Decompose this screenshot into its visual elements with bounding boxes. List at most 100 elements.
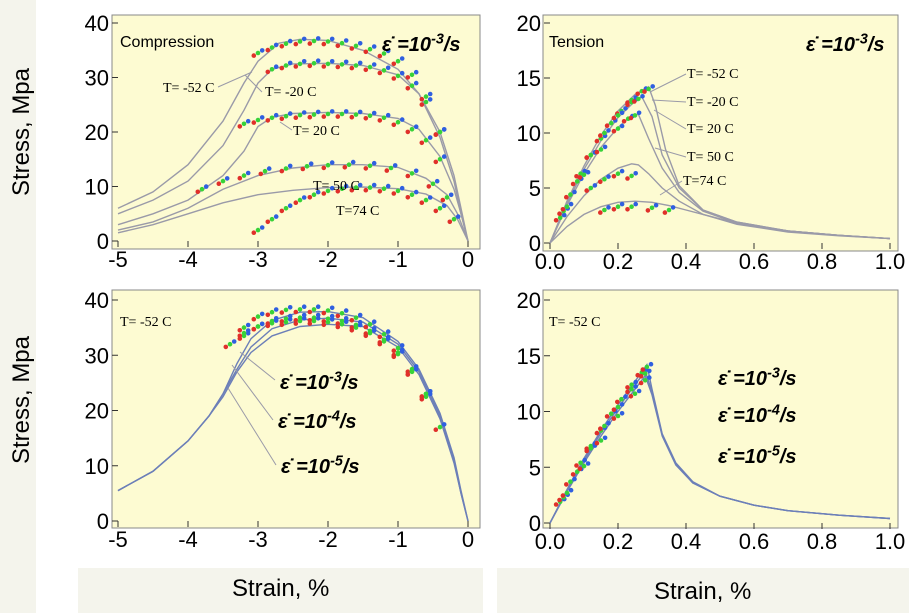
data-point: [265, 118, 271, 123]
data-point: [224, 176, 230, 181]
data-point: [581, 463, 587, 469]
data-point: [636, 388, 642, 394]
data-point: [650, 84, 655, 89]
data-point: [584, 155, 589, 160]
data-point: [335, 114, 341, 119]
data-point: [409, 192, 415, 197]
data-point: [371, 62, 377, 67]
data-point: [581, 172, 587, 178]
data-point: [391, 354, 397, 360]
curve-label: T= -20 C: [687, 95, 738, 110]
data-point: [350, 159, 356, 165]
data-point: [433, 132, 439, 137]
y-tick-label: 0: [97, 509, 109, 534]
data-point: [279, 208, 285, 214]
data-point: [647, 368, 652, 374]
data-point: [653, 202, 659, 208]
data-point: [448, 192, 454, 198]
data-point: [307, 195, 313, 200]
data-point: [553, 502, 559, 507]
data-point: [568, 479, 573, 485]
data-point: [297, 197, 303, 203]
data-point: [625, 176, 630, 181]
data-point: [335, 43, 341, 49]
x-tick-label: 0.4: [671, 529, 702, 554]
data-point: [349, 318, 355, 323]
data-point: [339, 40, 345, 46]
data-point: [427, 135, 433, 140]
x-tick-label: -1: [388, 527, 408, 552]
data-point: [329, 160, 335, 165]
data-point: [311, 112, 317, 117]
data-point: [293, 200, 299, 205]
data-point: [594, 149, 600, 155]
x-axis-title-right: Strain, %: [654, 578, 752, 605]
data-point: [279, 44, 285, 49]
data-point: [367, 185, 373, 190]
data-point: [353, 43, 359, 49]
data-point: [427, 389, 433, 394]
data-point: [419, 200, 425, 205]
data-point: [381, 332, 387, 337]
data-point: [625, 385, 630, 390]
x-tick-label: 0.2: [603, 529, 634, 554]
data-point: [255, 50, 261, 56]
data-point: [363, 67, 369, 73]
data-point: [349, 114, 355, 120]
data-point: [395, 345, 401, 351]
data-point: [615, 126, 621, 131]
data-point: [307, 63, 313, 69]
data-point: [602, 144, 608, 150]
data-point: [325, 319, 331, 325]
data-point: [568, 487, 574, 493]
data-point: [346, 162, 352, 167]
data-point: [413, 80, 419, 86]
data-point: [269, 320, 275, 326]
data-point: [227, 341, 233, 347]
data-point: [335, 64, 341, 70]
data-point: [405, 173, 411, 179]
data-point: [300, 166, 306, 172]
data-point: [395, 73, 401, 79]
data-point: [444, 195, 450, 200]
data-point: [409, 83, 415, 88]
data-point: [325, 61, 331, 67]
data-point: [287, 313, 293, 319]
data-point: [419, 140, 425, 146]
data-point: [279, 322, 285, 328]
data-point: [619, 411, 625, 416]
data-point: [220, 178, 226, 184]
data-point: [241, 325, 247, 330]
panel-title: Compression: [120, 34, 214, 51]
data-point: [638, 374, 644, 379]
data-point: [619, 402, 625, 407]
data-point: [311, 307, 317, 312]
plot-area: [111, 289, 481, 529]
curve-label: T= -52 C: [163, 81, 214, 96]
data-point: [585, 169, 591, 175]
data-point: [329, 59, 335, 64]
data-point: [367, 46, 373, 52]
data-point: [628, 115, 634, 121]
data-point: [293, 41, 299, 47]
data-point: [381, 51, 387, 56]
data-point: [557, 211, 562, 216]
data-point: [405, 129, 411, 135]
data-point: [237, 328, 243, 333]
data-point: [287, 38, 293, 44]
data-point: [437, 129, 443, 135]
series-curve: [117, 186, 469, 242]
data-point: [245, 328, 251, 333]
data-point: [604, 414, 610, 419]
data-point: [409, 127, 415, 132]
data-point: [568, 201, 574, 207]
data-point: [568, 192, 573, 197]
data-point: [363, 166, 369, 171]
data-point: [283, 316, 289, 322]
data-point: [371, 328, 377, 333]
data-point: [562, 212, 567, 218]
data-point: [434, 178, 440, 184]
data-point: [287, 203, 293, 208]
data-point: [441, 154, 447, 159]
